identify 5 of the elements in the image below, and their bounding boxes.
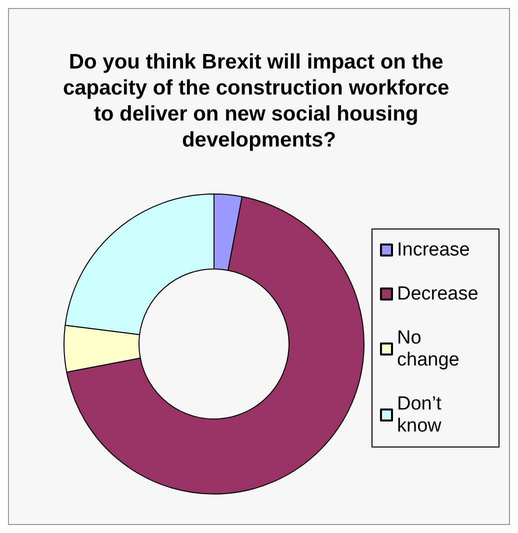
legend-label: Don’t know: [397, 394, 447, 436]
legend-label: Decrease: [397, 284, 478, 304]
legend-label: No change: [397, 328, 460, 370]
legend-label: Increase: [397, 240, 470, 260]
chart-title: Do you think Brexit will impact on the capacity of the construction workforce to deliver on new social housing developments?: [62, 50, 456, 152]
